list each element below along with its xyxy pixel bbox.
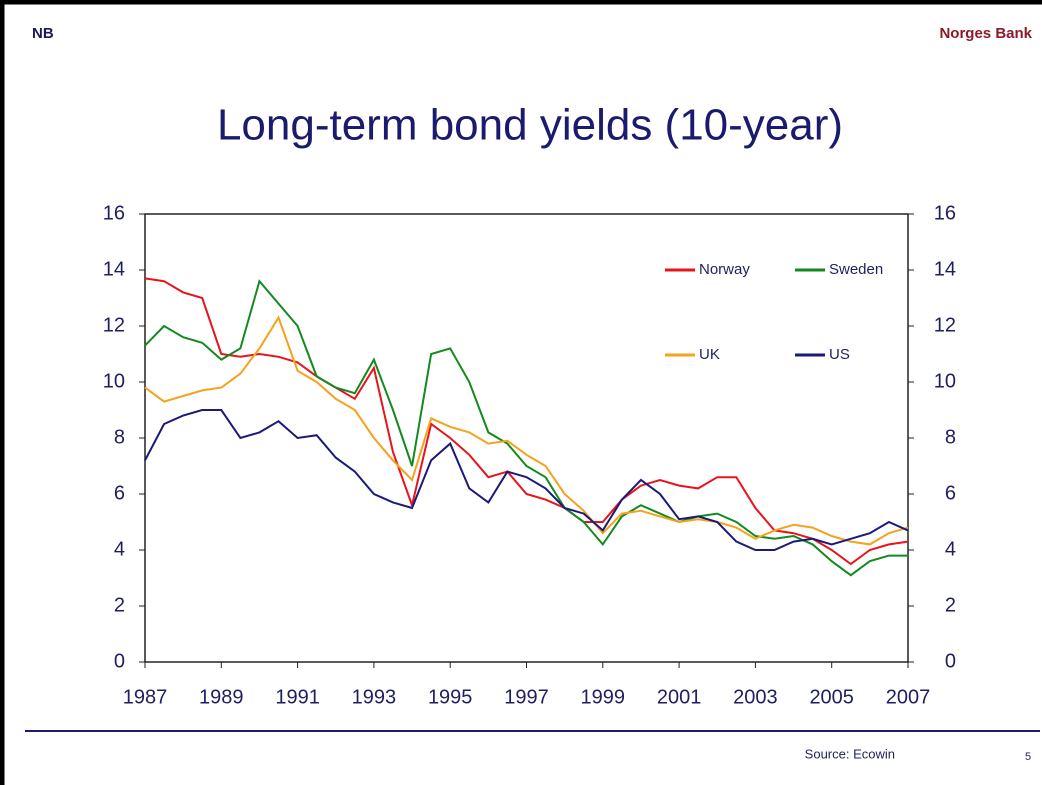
y-tick-label: 16: [103, 202, 125, 224]
y2-tick-label: 10: [934, 370, 956, 392]
y-tick-label: 0: [114, 650, 125, 672]
x-tick-label: 2001: [657, 686, 702, 708]
x-tick-label: 1995: [428, 686, 473, 708]
x-tick-label: 1999: [581, 686, 626, 708]
x-tick-label: 1991: [275, 686, 320, 708]
y2-tick-label: 4: [945, 538, 956, 560]
y-tick-label: 6: [114, 482, 125, 504]
series-line: [144, 277, 909, 566]
y2-tick-label: 6: [945, 482, 956, 504]
y2-tick-label: 2: [945, 594, 956, 616]
legend-label: US: [829, 346, 850, 363]
chart-title: Long-term bond yields (10-year): [217, 101, 843, 150]
y-tick-label: 12: [103, 314, 125, 336]
bank-name: Norges Bank: [939, 25, 1032, 42]
legend-label: Sweden: [829, 261, 883, 278]
y2-tick-label: 16: [934, 202, 956, 224]
series-line: [144, 409, 909, 551]
x-tick-label: 1987: [123, 686, 168, 708]
y-tick-label: 14: [103, 258, 125, 280]
x-tick-label: 2005: [809, 686, 854, 708]
x-tick-label: 2003: [733, 686, 778, 708]
y2-tick-label: 0: [945, 650, 956, 672]
y2-tick-label: 12: [934, 314, 956, 336]
legend-label: UK: [699, 346, 720, 363]
series-line: [144, 315, 909, 546]
series-line: [144, 279, 908, 577]
x-tick-label: 2007: [886, 686, 931, 708]
source: Source: Ecowin: [805, 746, 895, 761]
x-tick-label: 1989: [199, 686, 244, 708]
x-tick-label: 1993: [352, 686, 397, 708]
logo: NB: [32, 25, 54, 42]
page-number: 5: [1025, 751, 1031, 763]
y-tick-label: 4: [114, 538, 125, 560]
y2-tick-label: 14: [934, 258, 956, 280]
y-tick-label: 10: [103, 370, 125, 392]
y-tick-label: 8: [114, 426, 125, 448]
legend-label: Norway: [699, 261, 750, 278]
x-tick-label: 1997: [504, 686, 549, 708]
y2-tick-label: 8: [945, 426, 956, 448]
y-tick-label: 2: [114, 594, 125, 616]
